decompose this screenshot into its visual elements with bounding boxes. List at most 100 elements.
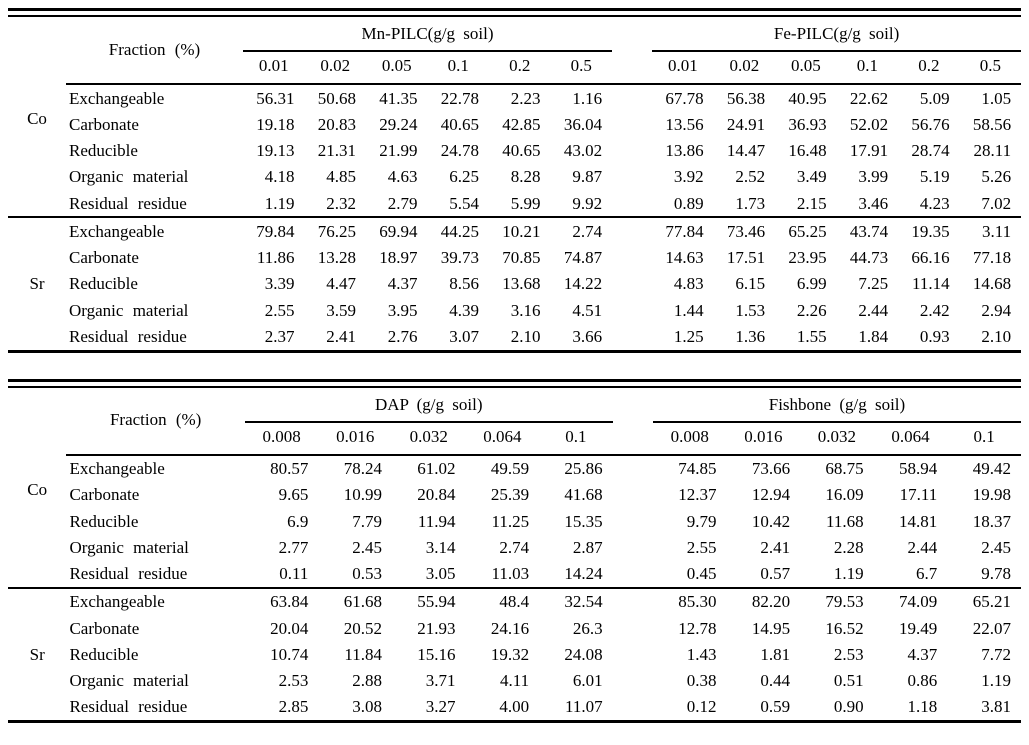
value-cell: 36.93 — [788, 114, 827, 134]
value-cell: 16.48 — [788, 141, 827, 160]
fraction-row-label: Reducible — [69, 141, 138, 160]
table-top-double-rule — [8, 378, 1021, 388]
table-row: Carbonate 19.18 20.83 29.24 40.65 42.85 36.04 1… — [8, 111, 1021, 137]
value-cell: 40.95 — [788, 88, 827, 108]
element-column-header — [8, 17, 66, 84]
value-cell: 8.56 — [449, 274, 479, 294]
value-cell: 22.62 — [849, 88, 889, 108]
value-cell: 11.25 — [491, 511, 530, 531]
value-cell: 19.18 — [256, 114, 295, 134]
group-gap-cell — [612, 271, 652, 297]
value-cell: 79.53 — [825, 592, 864, 612]
concentration-header: 0.02 — [713, 51, 776, 85]
value-cell: 3.92 — [673, 167, 704, 187]
value-cell: 41.68 — [564, 485, 603, 505]
value-cell: 5.99 — [489, 190, 551, 219]
value-cell: 11.03 — [465, 560, 540, 589]
value-cell: 24.78 — [440, 141, 479, 160]
value-cell: 6.15 — [735, 274, 766, 294]
value-cell: 28.11 — [973, 141, 1012, 160]
value-cell: 0.59 — [760, 697, 791, 717]
value-cell: 2.87 — [572, 537, 603, 557]
concentration-header: 0.5 — [550, 51, 613, 85]
value-cell: 2.76 — [387, 326, 418, 346]
value-cell: 0.38 — [686, 671, 717, 690]
value-cell: 16.09 — [825, 485, 864, 505]
value-cell: 22.07 — [972, 618, 1011, 638]
value-cell: 40.65 — [440, 114, 479, 134]
value-cell: 17.51 — [726, 248, 766, 267]
group-gap-cell — [612, 111, 652, 137]
value-cell: 6.7 — [873, 560, 948, 589]
group-gap-cell — [612, 560, 653, 589]
value-cell: 20.83 — [317, 114, 356, 134]
group-header: Fishbone (g/g soil) — [652, 387, 1021, 423]
value-cell: 1.16 — [572, 88, 603, 108]
value-cell: 0.93 — [919, 326, 950, 346]
value-cell: 26.3 — [572, 618, 603, 638]
element-column-header — [8, 388, 66, 455]
value-cell: 2.77 — [278, 537, 309, 557]
element-label: Sr — [29, 644, 45, 664]
group-gap-cell — [612, 190, 653, 219]
value-cell: 4.51 — [572, 300, 603, 320]
value-cell: 61.02 — [417, 459, 456, 478]
value-cell: 65.25 — [788, 221, 827, 241]
value-cell: 5.19 — [919, 167, 950, 187]
value-cell: 11.14 — [911, 274, 950, 294]
value-cell: 2.55 — [264, 300, 295, 320]
value-cell: 4.47 — [326, 274, 356, 294]
value-cell: 0.12 — [686, 697, 717, 717]
value-cell: 4.37 — [387, 274, 418, 294]
value-cell: 19.49 — [898, 618, 938, 638]
fraction-table-dap-fishbone: Fraction (%) DAP (g/g soil) Fishbone (g/g … — [8, 387, 1021, 723]
value-cell: 5.09 — [919, 88, 950, 108]
value-cell: 2.26 — [796, 300, 827, 320]
value-cell: 14.68 — [972, 274, 1012, 294]
value-cell: 2.41 — [760, 537, 791, 557]
value-cell: 65.21 — [972, 592, 1011, 612]
concentration-header: 0.05 — [366, 51, 428, 85]
table-row: Reducible 3.39 4.47 4.37 8.56 13.68 14.22 4.83 6… — [8, 271, 1021, 297]
value-cell: 4.11 — [499, 671, 530, 690]
value-cell: 1.05 — [981, 88, 1012, 108]
value-cell: 67.78 — [665, 88, 704, 108]
element-label: Sr — [29, 274, 45, 294]
value-cell: 0.51 — [833, 671, 864, 690]
table-row: Reducible 10.74 11.84 15.16 19.32 24.08 1.43 1.… — [8, 641, 1021, 667]
value-cell: 58.56 — [972, 114, 1012, 134]
value-cell: 4.63 — [387, 167, 418, 187]
value-cell: 2.79 — [366, 190, 428, 219]
concentration-header: 0.01 — [652, 51, 714, 85]
value-cell: 12.78 — [678, 618, 717, 638]
table-row: Sr Exchangeable 63.84 61.68 55.94 48.4 32.54 85… — [8, 588, 1021, 664]
value-cell: 2.55 — [686, 537, 717, 557]
table-row: Carbonate 20.04 20.52 21.93 24.16 26.3 12.78 14… — [8, 615, 1021, 641]
value-cell: 9.87 — [572, 167, 603, 187]
group-gap-cell — [613, 694, 653, 722]
concentration-header: 0.5 — [959, 51, 1022, 85]
group-gap-cell — [613, 641, 653, 667]
value-cell: 18.97 — [379, 248, 418, 267]
value-cell: 2.44 — [858, 300, 889, 320]
value-cell: 14.63 — [665, 248, 704, 267]
value-cell: 48.4 — [499, 592, 530, 612]
group-gap-cell — [613, 482, 653, 508]
value-cell: 19.32 — [490, 644, 530, 664]
value-cell: 1.81 — [760, 644, 791, 664]
table-row: Sr Exchangeable 79.84 76.25 69.94 44.25 10.21 2… — [8, 217, 1021, 294]
value-cell: 2.74 — [572, 221, 603, 241]
value-cell: 74.87 — [563, 248, 603, 267]
fraction-row-label: Reducible — [69, 274, 138, 294]
value-cell: 1.53 — [735, 300, 766, 320]
group-gap-cell — [612, 297, 652, 323]
value-cell: 9.65 — [278, 485, 309, 505]
value-cell: 32.54 — [564, 592, 603, 612]
value-cell: 3.11 — [981, 221, 1012, 241]
value-cell: 17.91 — [849, 141, 889, 160]
value-cell: 70.85 — [502, 248, 541, 267]
fraction-row-label: Carbonate — [69, 114, 139, 134]
value-cell: 21.31 — [317, 141, 356, 160]
value-cell: 17.11 — [899, 485, 938, 505]
